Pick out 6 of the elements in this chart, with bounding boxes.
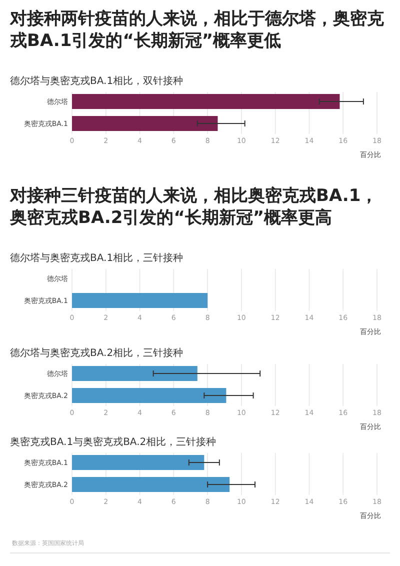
- chart-title: 对接种两针疫苗的人来说，相比于德尔塔，奥密克戎BA.1引发的“长期新冠”概率更低: [10, 8, 385, 52]
- chart-subtitle: 奥密克戎BA.1与奥密克戎BA.2相比，三针接种: [10, 436, 216, 449]
- chart-subtitle: 德尔塔与奥密克戎BA.1相比，双针接种: [10, 74, 184, 88]
- chart-title: 对接种三针疫苗的人来说，相比奥密克戎BA.1，奥密克戎BA.2引发的“长期新冠”概率更高: [10, 185, 379, 229]
- chart-subtitle: 德尔塔与奥密克戎BA.2相比，三针接种: [10, 346, 184, 360]
- chart-subtitle: 德尔塔与奥密克戎BA.1相比，三针接种: [10, 252, 184, 265]
